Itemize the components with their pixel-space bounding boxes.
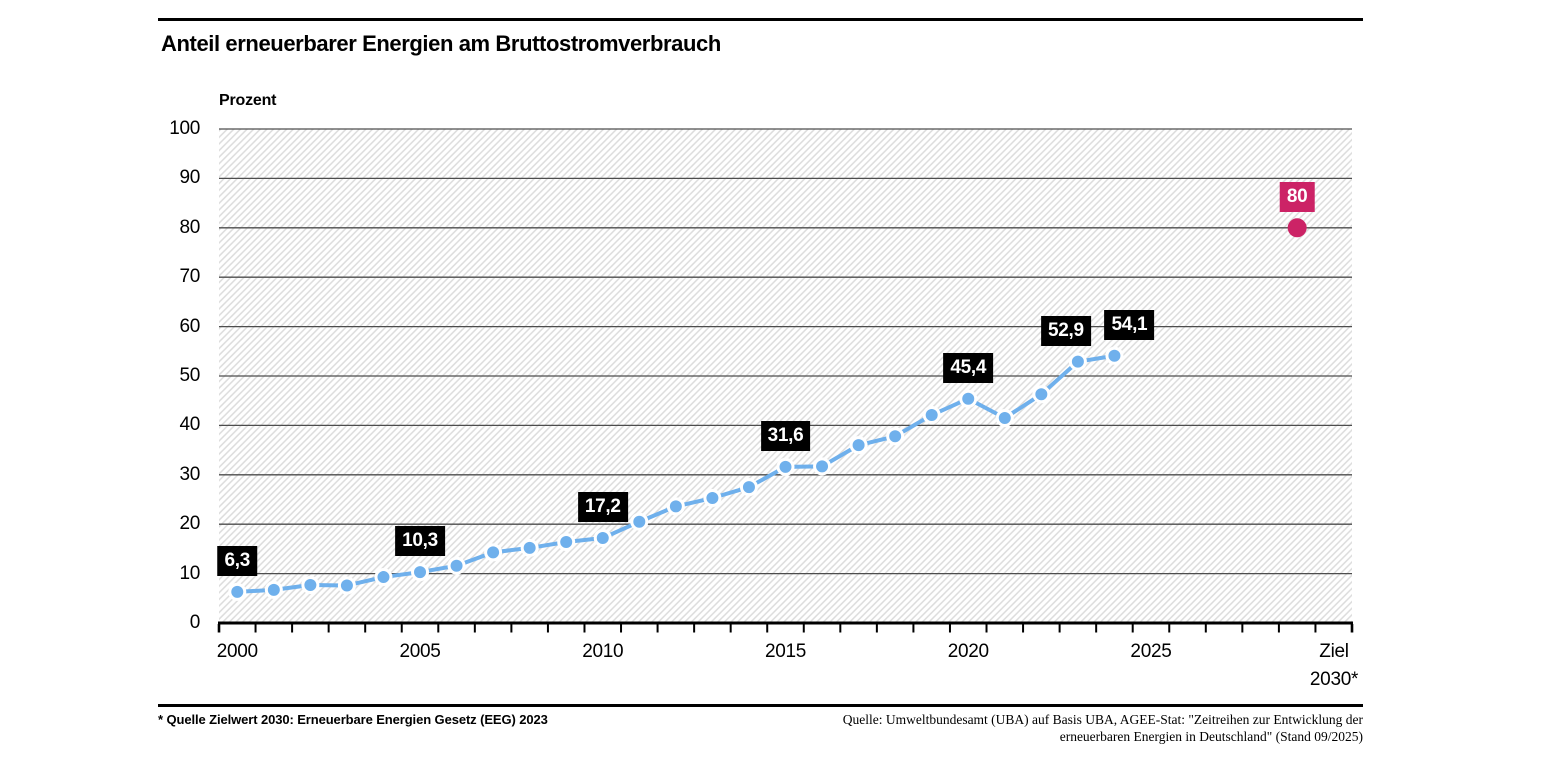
target-point-2030 [1287, 218, 1307, 238]
y-tick-label-60: 60 [179, 315, 200, 337]
y-tick-label-100: 100 [169, 118, 200, 139]
data-source-note: Quelle: Umweltbundesamt (UBA) auf Basis … [803, 711, 1363, 745]
y-axis-title: Prozent [219, 92, 277, 109]
y-tick-label-30: 30 [179, 463, 200, 485]
data-source-line2: erneuerbaren Energien in Deutschland" (S… [1059, 729, 1363, 744]
data-point-2013 [703, 489, 722, 508]
x-tick-label-2000: 2000 [216, 641, 258, 662]
target-label-80: 80 [1279, 181, 1315, 212]
x-tick-label-2005: 2005 [399, 641, 441, 662]
data-label-45,4: 45,4 [943, 352, 994, 383]
y-tick-label-80: 80 [179, 216, 200, 238]
ziel-label-line1: Ziel [1319, 641, 1349, 662]
x-tick-label-ziel: Ziel 2030* [1289, 638, 1379, 694]
data-point-2011 [630, 512, 649, 531]
x-tick-label-2025: 2025 [1130, 641, 1172, 662]
data-point-2017 [849, 436, 868, 455]
data-point-2018 [886, 427, 905, 446]
data-point-2021 [995, 408, 1014, 427]
y-tick-label-50: 50 [179, 365, 200, 386]
page-title: Anteil erneuerbarer Energien am Bruttost… [161, 31, 721, 56]
x-tick-label-2010: 2010 [582, 641, 624, 662]
data-point-2016 [813, 457, 832, 476]
data-point-2007 [484, 543, 503, 562]
y-tick-label-40: 40 [179, 414, 200, 436]
y-tick-label-20: 20 [179, 513, 200, 535]
data-label-31,6: 31,6 [760, 420, 811, 451]
y-tick-label-10: 10 [179, 562, 200, 584]
data-point-2015 [776, 457, 795, 476]
y-tick-label-70: 70 [179, 266, 200, 288]
data-point-2000 [228, 582, 247, 601]
data-label-17,2: 17,2 [577, 492, 628, 523]
ziel-label-line2: 2030* [1309, 669, 1359, 690]
x-tick-label-2020: 2020 [947, 641, 989, 662]
data-point-2022 [1032, 385, 1051, 404]
data-point-2006 [447, 556, 466, 575]
data-point-2012 [666, 497, 685, 516]
data-point-2014 [739, 478, 758, 497]
data-label-10,3: 10,3 [395, 526, 445, 557]
data-point-2020 [959, 389, 978, 408]
data-point-2024 [1105, 346, 1124, 365]
data-point-2008 [520, 538, 539, 557]
data-point-2023 [1068, 352, 1087, 371]
data-point-2002 [301, 575, 320, 594]
x-tick-label-2015: 2015 [764, 641, 807, 662]
data-label-6,3: 6,3 [217, 545, 258, 576]
footnote-target-source: * Quelle Zielwert 2030: Erneuerbare Ener… [158, 712, 548, 727]
data-point-2005 [411, 563, 430, 582]
data-point-2019 [922, 406, 941, 425]
data-point-2003 [337, 576, 356, 595]
data-label-54,1: 54,1 [1104, 309, 1155, 340]
data-source-line1: Quelle: Umweltbundesamt (UBA) auf Basis … [842, 712, 1363, 727]
y-tick-label-90: 90 [179, 167, 200, 189]
data-point-2004 [374, 568, 393, 587]
data-point-2009 [557, 532, 576, 551]
footer-divider-rule [158, 704, 1363, 707]
y-tick-label-0: 0 [189, 612, 201, 633]
data-point-2001 [264, 580, 283, 599]
data-point-2010 [593, 529, 612, 548]
data-label-52,9: 52,9 [1040, 315, 1091, 346]
top-divider-rule [158, 18, 1363, 21]
